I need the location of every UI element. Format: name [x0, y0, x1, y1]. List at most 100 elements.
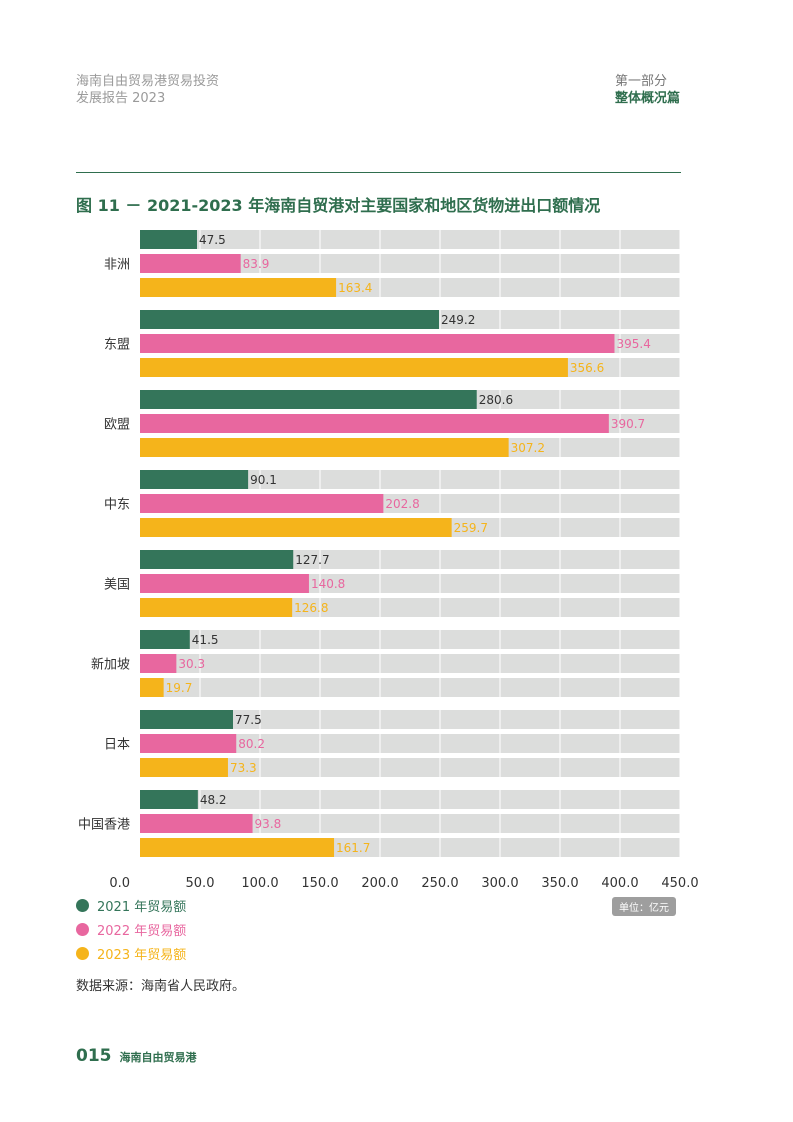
data-label-2022: 83.9 — [243, 257, 270, 271]
x-tick-label: 50.0 — [186, 876, 215, 891]
bar-track — [140, 470, 680, 489]
bar-2023 — [140, 358, 568, 377]
category-label: 美国 — [104, 578, 130, 593]
bar-track — [140, 654, 680, 673]
page-number: 015 — [76, 1046, 112, 1066]
legend-label-2021: 2021 年贸易额 — [97, 899, 187, 915]
bar-2022 — [140, 654, 177, 673]
data-label-2021: 77.5 — [235, 713, 262, 727]
category-label: 非洲 — [104, 258, 130, 273]
legend-label-2022: 2022 年贸易额 — [97, 923, 187, 939]
bar-2023 — [140, 838, 335, 857]
bar-2021 — [140, 310, 440, 329]
x-tick-label: 250.0 — [421, 876, 458, 891]
header-title-line2: 发展报告 2023 — [76, 91, 166, 106]
bar-track — [140, 710, 680, 729]
data-label-2023: 307.2 — [511, 441, 545, 455]
bar-2023 — [140, 598, 293, 617]
x-tick-label: 200.0 — [361, 876, 398, 891]
data-label-2023: 19.7 — [166, 681, 193, 695]
category-label: 欧盟 — [104, 418, 130, 433]
x-tick-label: 150.0 — [301, 876, 338, 891]
header-part: 第一部分 — [614, 74, 667, 89]
bar-2021 — [140, 550, 294, 569]
bar-2023 — [140, 278, 337, 297]
x-tick-label: 350.0 — [541, 876, 578, 891]
bar-track — [140, 758, 680, 777]
legend-swatch-2023 — [76, 946, 89, 960]
data-label-2022: 140.8 — [311, 577, 345, 591]
header-section: 第一部分 整体概况篇 — [615, 73, 680, 107]
bar-2023 — [140, 758, 228, 777]
data-label-2023: 163.4 — [338, 281, 372, 295]
data-label-2021: 47.5 — [199, 233, 226, 247]
legend-item-2023: 2023 年贸易额 — [76, 941, 186, 965]
unit-badge: 单位：亿元 — [612, 897, 676, 916]
bar-2021 — [140, 230, 197, 249]
legend-label-2023: 2023 年贸易额 — [97, 947, 187, 963]
data-label-2022: 80.2 — [238, 737, 265, 751]
category-label: 日本 — [104, 738, 130, 753]
bar-2021 — [140, 790, 198, 809]
bar-2023 — [140, 518, 452, 537]
legend-swatch-2022 — [76, 922, 89, 936]
x-tick-label: 300.0 — [481, 876, 518, 891]
page-footer: 015 海南自由贸易港 — [76, 1046, 197, 1066]
category-label: 中东 — [104, 498, 130, 513]
bar-2023 — [140, 678, 164, 697]
x-tick-label: 400.0 — [601, 876, 638, 891]
legend-item-2022: 2022 年贸易额 — [76, 917, 186, 941]
bar-track — [140, 630, 680, 649]
category-label: 东盟 — [104, 338, 130, 353]
data-label-2023: 126.8 — [294, 601, 328, 615]
header-title-line1: 海南自由贸易港贸易投资 — [76, 74, 220, 89]
header-report-title: 海南自由贸易港贸易投资 发展报告 2023 — [76, 73, 219, 107]
data-label-2022: 390.7 — [611, 417, 645, 431]
header-divider — [76, 172, 681, 173]
data-label-2023: 259.7 — [454, 521, 488, 535]
bar-2022 — [140, 334, 615, 353]
bar-2022 — [140, 734, 237, 753]
category-label: 新加坡 — [91, 657, 130, 673]
bar-track — [140, 734, 680, 753]
bar-2022 — [140, 254, 241, 273]
bar-track — [140, 230, 680, 249]
category-label: 中国香港 — [78, 818, 130, 833]
legend-swatch-2021 — [76, 898, 89, 912]
bar-track — [140, 678, 680, 697]
data-label-2023: 356.6 — [570, 361, 604, 375]
data-label-2021: 41.5 — [192, 633, 219, 647]
bar-2021 — [140, 390, 477, 409]
data-label-2023: 161.7 — [336, 841, 370, 855]
bar-track — [140, 814, 680, 833]
data-label-2021: 48.2 — [200, 793, 227, 807]
data-source-note: 数据来源：海南省人民政府。 — [76, 979, 246, 994]
bar-2022 — [140, 414, 609, 433]
data-label-2022: 30.3 — [178, 657, 205, 671]
bar-2021 — [140, 470, 249, 489]
data-label-2021: 127.7 — [295, 553, 329, 567]
bar-2021 — [140, 630, 190, 649]
bar-2023 — [140, 438, 509, 457]
bar-2022 — [140, 574, 309, 593]
data-label-2021: 90.1 — [250, 473, 277, 487]
bar-2022 — [140, 814, 253, 833]
header-section-name: 整体概况篇 — [614, 91, 680, 106]
footer-publication-name: 海南自由贸易港 — [119, 1051, 197, 1064]
bar-2021 — [140, 710, 233, 729]
x-tick-label: 100.0 — [241, 876, 278, 891]
data-label-2022: 202.8 — [385, 497, 419, 511]
data-label-2023: 73.3 — [230, 761, 257, 775]
data-label-2022: 395.4 — [616, 337, 650, 351]
bar-2022 — [140, 494, 384, 513]
data-label-2021: 249.2 — [441, 313, 475, 327]
legend-item-2021: 2021 年贸易额 — [76, 893, 186, 917]
chart-legend: 2021 年贸易额 2022 年贸易额 2023 年贸易额 — [76, 893, 186, 965]
data-label-2022: 93.8 — [255, 817, 282, 831]
figure-title: 图 11 － 2021-2023 年海南自贸港对主要国家和地区货物进出口额情况 — [76, 196, 601, 215]
x-tick-label: 450.0 — [661, 876, 698, 891]
bar-track — [140, 254, 680, 273]
data-label-2021: 280.6 — [479, 393, 513, 407]
x-tick-label: 0.0 — [109, 876, 130, 891]
